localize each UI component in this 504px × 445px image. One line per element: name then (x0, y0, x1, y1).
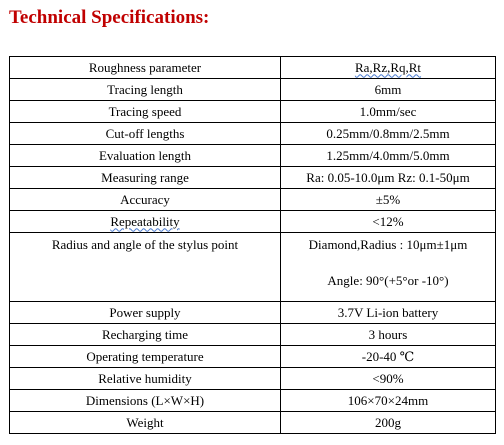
spec-value-text: 0.25mm/0.8mm/2.5mm (326, 125, 450, 141)
spec-param-cell: Relative humidity (9, 367, 281, 390)
spec-value-cell: <12% (280, 210, 496, 233)
spec-param-cell: Repeatability (9, 210, 281, 233)
spec-param-cell: Operating temperature (9, 345, 281, 368)
spec-value-cell: 3.7V Li-ion battery (280, 301, 496, 324)
table-row: Recharging time 3 hours (9, 323, 496, 346)
document-title: Technical Specifications: (9, 7, 210, 28)
spec-param-label: Repeatability (110, 213, 180, 229)
spec-value-text: 106×70×24mm (347, 392, 429, 408)
spec-value-text: ±5% (375, 191, 401, 207)
spec-param-label: Recharging time (101, 326, 189, 342)
spec-value-text: 3 hours (368, 326, 408, 342)
spec-param-cell: Tracing speed (9, 100, 281, 123)
spec-param-label: Tracing length (107, 81, 183, 97)
spec-value-cell: ±5% (280, 188, 496, 211)
spec-param-label: Accuracy (120, 191, 170, 207)
spec-value-cell: <90% (280, 367, 496, 390)
table-row: Tracing speed 1.0mm/sec (9, 100, 496, 123)
table-row: Cut-off lengths 0.25mm/0.8mm/2.5mm (9, 122, 496, 145)
spec-value-text: 6mm (374, 81, 402, 97)
spec-value-cell: Ra: 0.05-10.0μm Rz: 0.1-50μm (280, 166, 496, 189)
table-row: Roughness parameter Ra,Rz,Rq,Rt (9, 56, 496, 79)
spec-param-cell: Recharging time (9, 323, 281, 346)
spec-param-cell: Weight (9, 411, 281, 434)
table-row: Accuracy ±5% (9, 188, 496, 211)
spec-param-cell: Accuracy (9, 188, 281, 211)
spec-param-label: Relative humidity (98, 370, 192, 386)
spec-value-text: <12% (372, 213, 404, 229)
table-row: Radius and angle of the stylus point Dia… (9, 232, 496, 302)
spec-value-cell: 0.25mm/0.8mm/2.5mm (280, 122, 496, 145)
table-row: Relative humidity <90% (9, 367, 496, 390)
spec-value-text: 1.25mm/4.0mm/5.0mm (326, 147, 450, 163)
spec-param-cell: Measuring range (9, 166, 281, 189)
spec-param-label: Cut-off lengths (105, 125, 185, 141)
specifications-table: Roughness parameter Ra,Rz,Rq,Rt Tracing … (9, 56, 496, 434)
spec-param-label: Roughness parameter (88, 59, 202, 75)
spec-value-cell: 6mm (280, 78, 496, 101)
spec-value-cell: -20-40 ℃ (280, 345, 496, 368)
spec-value-text: Diamond,Radius : 10μm±1μm (308, 237, 468, 252)
spec-value-cell: Ra,Rz,Rq,Rt (280, 56, 496, 79)
table-row: Tracing length 6mm (9, 78, 496, 101)
spec-param-label: Radius and angle of the stylus point (51, 237, 239, 252)
spec-param-label: Evaluation length (98, 147, 192, 163)
table-row: Dimensions (L×W×H) 106×70×24mm (9, 389, 496, 412)
spec-value-text: 3.7V Li-ion battery (337, 304, 439, 320)
table-row: Weight 200g (9, 411, 496, 434)
table-row: Evaluation length 1.25mm/4.0mm/5.0mm (9, 144, 496, 167)
spec-value-text: 1.0mm/sec (359, 103, 417, 119)
spec-param-label: Power supply (109, 304, 181, 320)
spec-value-text-secondary: Angle: 90°(+5°or -10°) (327, 273, 449, 288)
spec-param-cell: Evaluation length (9, 144, 281, 167)
spec-param-cell: Dimensions (L×W×H) (9, 389, 281, 412)
spec-value-cell: 106×70×24mm (280, 389, 496, 412)
spec-param-cell: Power supply (9, 301, 281, 324)
spec-value-cell: Diamond,Radius : 10μm±1μm Angle: 90°(+5°… (280, 232, 496, 302)
spec-value-cell: 200g (280, 411, 496, 434)
spec-value-text: Ra,Rz,Rq,Rt (354, 59, 422, 75)
spec-value-cell: 1.0mm/sec (280, 100, 496, 123)
table-row: Operating temperature -20-40 ℃ (9, 345, 496, 368)
spec-param-cell: Radius and angle of the stylus point (9, 232, 281, 302)
spec-param-label: Operating temperature (86, 348, 204, 364)
spec-param-label: Dimensions (L×W×H) (85, 392, 205, 408)
spec-value-text: <90% (372, 370, 404, 386)
spec-param-cell: Tracing length (9, 78, 281, 101)
table-row: Power supply 3.7V Li-ion battery (9, 301, 496, 324)
spec-param-label: Weight (126, 414, 164, 430)
spec-value-text: 200g (375, 414, 401, 430)
spec-value-text: -20-40 ℃ (361, 348, 415, 364)
spec-value-text: Ra: 0.05-10.0μm Rz: 0.1-50μm (306, 169, 470, 185)
spec-value-cell: 1.25mm/4.0mm/5.0mm (280, 144, 496, 167)
table-row: Repeatability <12% (9, 210, 496, 233)
spec-param-label: Measuring range (101, 169, 189, 185)
spec-param-cell: Roughness parameter (9, 56, 281, 79)
table-row: Measuring range Ra: 0.05-10.0μm Rz: 0.1-… (9, 166, 496, 189)
spec-value-cell: 3 hours (280, 323, 496, 346)
spec-param-label: Tracing speed (108, 103, 182, 119)
spec-param-cell: Cut-off lengths (9, 122, 281, 145)
